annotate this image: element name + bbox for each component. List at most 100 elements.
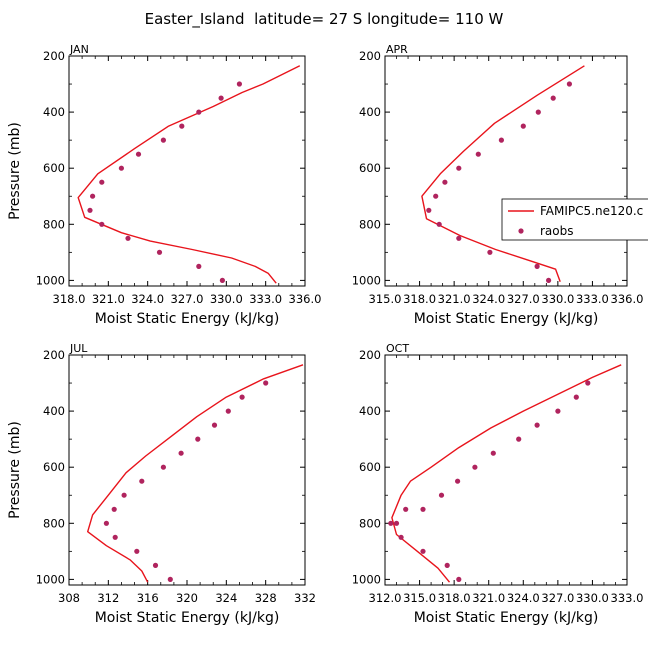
obs-point xyxy=(87,207,93,213)
plot-area xyxy=(86,364,304,583)
obs-point xyxy=(139,478,145,484)
obs-point xyxy=(160,137,166,143)
x-tick-label: 318.0 xyxy=(53,292,86,306)
panel-frame xyxy=(68,354,306,586)
y-tick-label: 1000 xyxy=(36,572,65,586)
obs-point xyxy=(111,506,117,512)
panel-label: JAN xyxy=(69,43,89,56)
obs-point xyxy=(534,263,540,269)
x-tick-label: 327.0 xyxy=(507,292,540,306)
obs-point xyxy=(456,235,462,241)
obs-point xyxy=(236,81,242,87)
panel-jul: JUL 308 312 316 320 324 328 332 200 400 600 800 1000… xyxy=(7,342,316,626)
plot-area xyxy=(388,364,622,583)
obs-point xyxy=(585,380,591,386)
y-tick-label: 600 xyxy=(43,161,65,175)
y-tick-label: 800 xyxy=(359,516,381,530)
y-axis-label: Pressure (mb) xyxy=(7,122,23,220)
obs-point xyxy=(196,263,202,269)
obs-point xyxy=(134,548,140,554)
obs-point xyxy=(118,165,124,171)
y-tick-label: 200 xyxy=(359,348,381,362)
x-tick-label: 312 xyxy=(97,591,119,605)
obs-point xyxy=(179,123,185,129)
obs-point xyxy=(167,576,173,583)
obs-point xyxy=(472,464,478,470)
x-tick-label: 330.0 xyxy=(210,292,243,306)
obs-point xyxy=(534,422,540,428)
obs-point xyxy=(99,221,105,227)
x-tick-label: 333.0 xyxy=(249,292,282,306)
obs-point xyxy=(420,548,426,554)
x-tick-label: 324 xyxy=(215,591,237,605)
obs-point xyxy=(121,492,127,498)
x-axis-label: Moist Static Energy (kJ/kg) xyxy=(95,610,280,626)
x-tick-label: 330.0 xyxy=(576,591,609,605)
y-tick-label: 800 xyxy=(43,516,65,530)
obs-point xyxy=(156,249,163,255)
x-axis-label: Moist Static Energy (kJ/kg) xyxy=(95,311,280,327)
y-tick-label: 400 xyxy=(43,105,65,119)
obs-point xyxy=(388,520,394,526)
obs-point xyxy=(555,408,561,414)
obs-point xyxy=(211,422,218,428)
x-tick-label: 327.0 xyxy=(541,591,574,605)
obs-point xyxy=(420,506,426,512)
obs-point xyxy=(433,193,439,199)
obs-point xyxy=(436,221,442,227)
plot-area xyxy=(421,65,585,283)
obs-point xyxy=(103,520,109,526)
y-tick-label: 400 xyxy=(43,404,65,418)
y-axis-label: Pressure (mb) xyxy=(7,421,23,519)
obs-point xyxy=(456,576,462,583)
panel-apr: APR 315.0 318.0 321.0 324.0 327.0 330.0 333.0 33… xyxy=(352,43,644,327)
obs-point xyxy=(475,151,481,157)
y-tick-label: 800 xyxy=(43,217,65,231)
model-series-line xyxy=(391,364,622,583)
obs-point xyxy=(99,179,105,185)
obs-point xyxy=(455,478,461,484)
y-tick-label: 800 xyxy=(359,217,381,231)
obs-point xyxy=(195,436,201,442)
x-tick-label: 327.0 xyxy=(171,292,204,306)
x-tick-label: 324.0 xyxy=(507,591,540,605)
obs-point xyxy=(152,562,159,569)
panel-frame xyxy=(384,55,628,287)
panel-frame xyxy=(68,55,306,287)
obs-point xyxy=(393,520,400,526)
y-tick-label: 1000 xyxy=(352,572,381,586)
obs-point xyxy=(218,95,224,101)
panel-oct: OCT 312.0 315.0 318.0 321.0 324.0 327.0 330.0 33… xyxy=(352,342,644,626)
obs-point xyxy=(490,450,496,456)
legend-box xyxy=(501,198,648,241)
obs-point xyxy=(520,123,526,129)
x-tick-label: 324.0 xyxy=(131,292,164,306)
panel-jan: JAN 318.0 321.0 324.0 327.0 330.0 333.0 336.0 20… xyxy=(7,43,321,327)
y-tick-label: 1000 xyxy=(36,273,65,287)
legend-model-label: FAMIPC5.ne120.c xyxy=(540,204,643,218)
x-tick-label: 333.0 xyxy=(611,591,644,605)
obs-point xyxy=(263,380,269,386)
obs-point xyxy=(550,95,556,101)
obs-point xyxy=(135,151,142,157)
x-tick-label: 315.0 xyxy=(403,591,436,605)
obs-point xyxy=(125,235,131,241)
obs-point xyxy=(487,249,493,255)
obs-point xyxy=(398,534,404,540)
x-tick-label: 328 xyxy=(255,591,277,605)
y-tick-label: 600 xyxy=(43,460,65,474)
x-tick-label: 318.0 xyxy=(438,591,471,605)
panel-label: OCT xyxy=(386,342,409,355)
obs-point xyxy=(456,165,462,171)
y-tick-label: 600 xyxy=(359,161,381,175)
obs-point xyxy=(239,394,245,400)
x-tick-label: 321.0 xyxy=(92,292,125,306)
obs-point xyxy=(426,207,432,213)
x-tick-label: 336.0 xyxy=(611,292,644,306)
model-series-line xyxy=(86,364,304,583)
x-tick-label: 321.0 xyxy=(472,591,505,605)
x-axis-label: Moist Static Energy (kJ/kg) xyxy=(414,311,599,327)
panel-frame xyxy=(384,354,628,586)
x-tick-label: 316 xyxy=(137,591,159,605)
